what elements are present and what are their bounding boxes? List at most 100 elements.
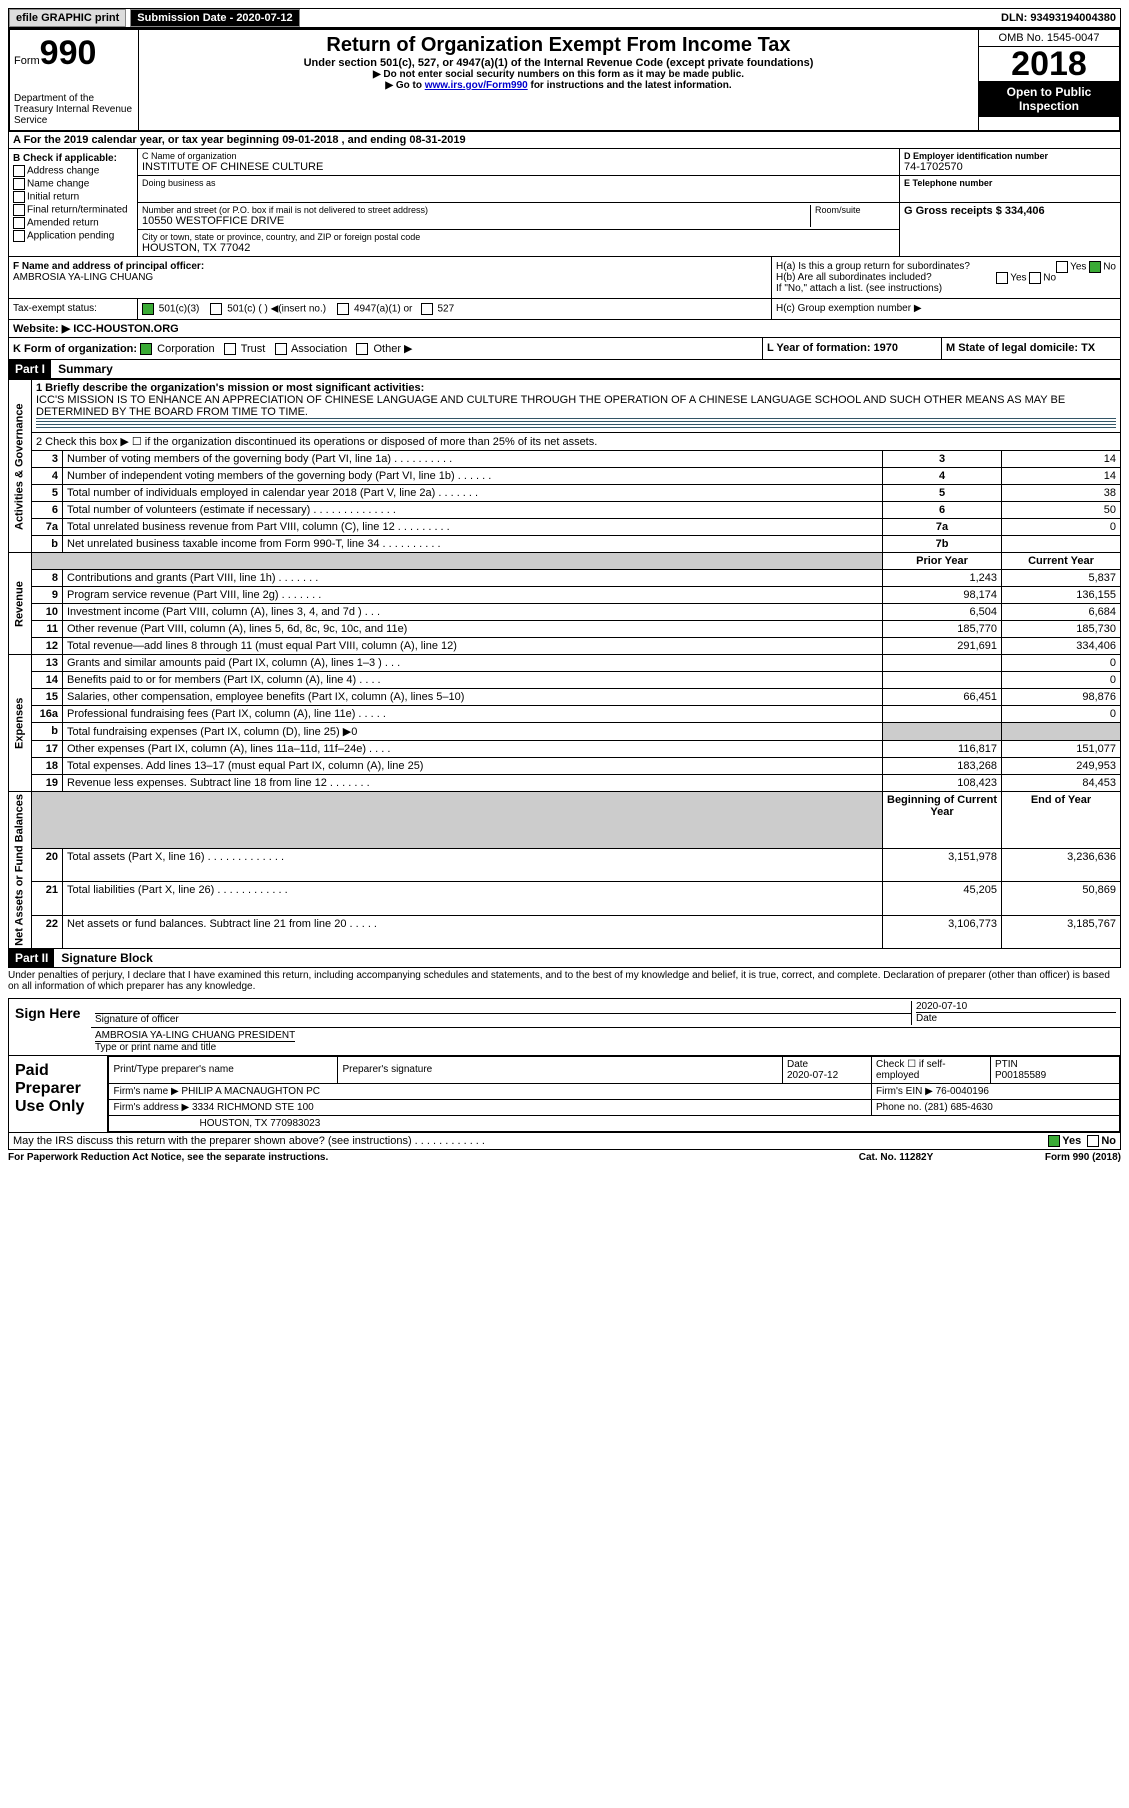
- curr-hdr: Current Year: [1002, 553, 1121, 570]
- d-label: D Employer identification number: [904, 151, 1116, 161]
- line14: Benefits paid to or for members (Part IX…: [63, 672, 883, 689]
- line9: Program service revenue (Part VIII, line…: [63, 587, 883, 604]
- footer-left: For Paperwork Reduction Act Notice, see …: [8, 1152, 821, 1163]
- prep-label: Paid Preparer Use Only: [9, 1056, 108, 1132]
- sig-date: 2020-07-10: [916, 1001, 1116, 1012]
- k-opt-1[interactable]: Trust: [241, 343, 266, 355]
- line12: Total revenue—add lines 8 through 11 (mu…: [63, 638, 883, 655]
- g-label: G Gross receipts $ 334,406: [904, 205, 1116, 217]
- instr2: ▶ Go to www.irs.gov/Form990 for instruct…: [147, 80, 970, 91]
- i-opt-2[interactable]: 4947(a)(1) or: [354, 304, 412, 315]
- val-7a: 0: [1002, 519, 1121, 536]
- c-addr-label: Number and street (or P.O. box if mail i…: [142, 205, 806, 215]
- b-opt-1[interactable]: Name change: [27, 179, 89, 190]
- prep-r2c1: Firm's name ▶ PHILIP A MACNAUGHTON PC: [109, 1083, 872, 1099]
- hb-note: If "No," attach a list. (see instruction…: [776, 283, 1116, 294]
- k-opt-2[interactable]: Association: [291, 343, 347, 355]
- mission-text: ICC'S MISSION IS TO ENHANCE AN APPRECIAT…: [36, 394, 1116, 419]
- vlabel-exp: Expenses: [9, 655, 32, 792]
- prep-r4c1: HOUSTON, TX 770983023: [109, 1115, 1120, 1131]
- irs-link[interactable]: www.irs.gov/Form990: [425, 80, 528, 91]
- i-opt-1[interactable]: 501(c) ( ) ◀(insert no.): [227, 304, 326, 315]
- line7b: Net unrelated business taxable income fr…: [63, 536, 883, 553]
- i-label: Tax-exempt status:: [9, 299, 138, 319]
- d-val: 74-1702570: [904, 161, 1116, 173]
- form-number: 990: [40, 34, 97, 72]
- form-title: Return of Organization Exempt From Incom…: [147, 34, 970, 57]
- ha: H(a) Is this a group return for subordin…: [776, 261, 1116, 272]
- line7a: Total unrelated business revenue from Pa…: [63, 519, 883, 536]
- hc: H(c) Group exemption number ▶: [772, 299, 1120, 319]
- b-opt-3[interactable]: Final return/terminated: [27, 205, 128, 216]
- line11: Other revenue (Part VIII, column (A), li…: [63, 621, 883, 638]
- mission-label: 1 Briefly describe the organization's mi…: [36, 382, 1116, 394]
- identity-block: B Check if applicable: Address change Na…: [8, 149, 1121, 257]
- c-name: INSTITUTE OF CHINESE CULTURE: [142, 161, 895, 173]
- footer: For Paperwork Reduction Act Notice, see …: [8, 1150, 1121, 1165]
- vlabel-net: Net Assets or Fund Balances: [9, 792, 32, 949]
- b-opt-2[interactable]: Initial return: [27, 192, 79, 203]
- sign-block: Sign Here Signature of officer2020-07-10…: [8, 998, 1121, 1056]
- line4: Number of independent voting members of …: [63, 468, 883, 485]
- line20: Total assets (Part X, line 16) . . . . .…: [63, 848, 883, 881]
- line21: Total liabilities (Part X, line 26) . . …: [63, 882, 883, 915]
- penalty-text: Under penalties of perjury, I declare th…: [8, 968, 1121, 994]
- f-label: F Name and address of principal officer:: [13, 261, 767, 272]
- c-city-label: City or town, state or province, country…: [142, 232, 895, 242]
- f-val: AMBROSIA YA-LING CHUANG: [13, 272, 767, 283]
- c-room-label: Room/suite: [815, 205, 895, 215]
- val-6: 50: [1002, 502, 1121, 519]
- line22: Net assets or fund balances. Subtract li…: [63, 915, 883, 948]
- b-label: B Check if applicable:: [13, 153, 133, 164]
- prep-r1c2: Preparer's signature: [338, 1056, 783, 1083]
- i-block: Tax-exempt status: 501(c)(3) 501(c) ( ) …: [8, 299, 1121, 320]
- line19: Revenue less expenses. Subtract line 18 …: [63, 775, 883, 792]
- line18: Total expenses. Add lines 13–17 (must eq…: [63, 758, 883, 775]
- line6: Total number of volunteers (estimate if …: [63, 502, 883, 519]
- j-row: Website: ▶ ICC-HOUSTON.ORG: [9, 320, 1120, 337]
- submission-btn[interactable]: Submission Date - 2020-07-12: [130, 9, 299, 27]
- sig-name: AMBROSIA YA-LING CHUANG PRESIDENT: [95, 1030, 295, 1041]
- line13: Grants and similar amounts paid (Part IX…: [63, 655, 883, 672]
- dept: Department of the Treasury Internal Reve…: [14, 93, 134, 126]
- line16a: Professional fundraising fees (Part IX, …: [63, 706, 883, 723]
- summary-table: Activities & Governance 1 Briefly descri…: [8, 379, 1121, 949]
- dln: DLN: 93493194004380: [1001, 12, 1120, 24]
- k-row: K Form of organization: Corporation Trus…: [9, 338, 763, 359]
- i-opt-3[interactable]: 527: [437, 304, 454, 315]
- prep-r1c1: Print/Type preparer's name: [109, 1056, 338, 1083]
- val-4: 14: [1002, 468, 1121, 485]
- part1-num: Part I: [9, 360, 51, 378]
- prep-r2c2: Firm's EIN ▶ 76-0040196: [872, 1083, 1120, 1099]
- c-city: HOUSTON, TX 77042: [142, 242, 895, 254]
- website[interactable]: ICC-HOUSTON.ORG: [73, 323, 179, 335]
- e-label: E Telephone number: [904, 178, 1116, 188]
- k-opt-0[interactable]: Corporation: [157, 343, 214, 355]
- instr1: ▶ Do not enter social security numbers o…: [147, 69, 970, 80]
- c-addr: 10550 WESTOFFICE DRIVE: [142, 215, 806, 227]
- fh-block: F Name and address of principal officer:…: [8, 257, 1121, 299]
- hb: H(b) Are all subordinates included? Yes …: [776, 272, 1116, 283]
- line2: 2 Check this box ▶ ☐ if the organization…: [32, 433, 1121, 451]
- discuss-row: May the IRS discuss this return with the…: [8, 1133, 1121, 1150]
- eoy-hdr: End of Year: [1002, 792, 1121, 849]
- efile-btn[interactable]: efile GRAPHIC print: [9, 9, 126, 27]
- prior-hdr: Prior Year: [883, 553, 1002, 570]
- line5: Total number of individuals employed in …: [63, 485, 883, 502]
- k-opt-3[interactable]: Other ▶: [373, 343, 412, 355]
- boy-hdr: Beginning of Current Year: [883, 792, 1002, 849]
- b-opt-0[interactable]: Address change: [27, 166, 99, 177]
- part2-title: Signature Block: [61, 951, 152, 965]
- section-a: A For the 2019 calendar year, or tax yea…: [8, 132, 1121, 149]
- b-opt-5[interactable]: Application pending: [27, 231, 114, 242]
- val-7b: [1002, 536, 1121, 553]
- b-opt-4[interactable]: Amended return: [27, 218, 99, 229]
- l-val: L Year of formation: 1970: [763, 338, 942, 359]
- form-prefix: Form: [14, 55, 40, 67]
- val-5: 38: [1002, 485, 1121, 502]
- form-subtitle: Under section 501(c), 527, or 4947(a)(1)…: [147, 57, 970, 69]
- i-opt-0[interactable]: 501(c)(3): [159, 304, 200, 315]
- line8: Contributions and grants (Part VIII, lin…: [63, 570, 883, 587]
- prep-r3c1: Firm's address ▶ 3334 RICHMOND STE 100: [109, 1099, 872, 1115]
- c-name-label: C Name of organization: [142, 151, 895, 161]
